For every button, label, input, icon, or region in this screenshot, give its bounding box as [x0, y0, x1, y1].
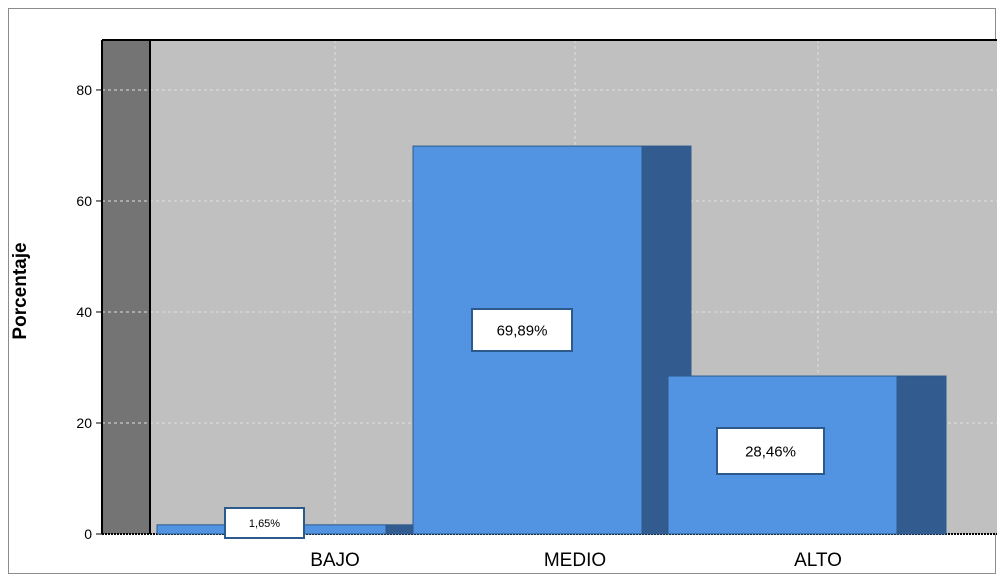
data-label-box	[224, 507, 305, 539]
data-label-box	[716, 427, 825, 475]
data-label: 28,46%	[745, 443, 796, 460]
y-tick-label: 80	[76, 82, 92, 98]
y-tick-label: 40	[76, 304, 92, 320]
x-tick-label: BAJO	[310, 550, 360, 571]
x-tick-label: ALTO	[794, 550, 842, 571]
data-label: 1,65%	[249, 518, 280, 530]
y-tick-label: 20	[76, 415, 92, 431]
data-label: 69,89%	[497, 322, 548, 339]
y-tick-label: 60	[76, 193, 92, 209]
y-tick-label: 0	[84, 526, 92, 542]
bar-side-alto	[896, 375, 947, 535]
data-label-box	[471, 308, 573, 352]
plot-left-wall	[102, 40, 150, 534]
x-tick-label: MEDIO	[544, 550, 606, 571]
